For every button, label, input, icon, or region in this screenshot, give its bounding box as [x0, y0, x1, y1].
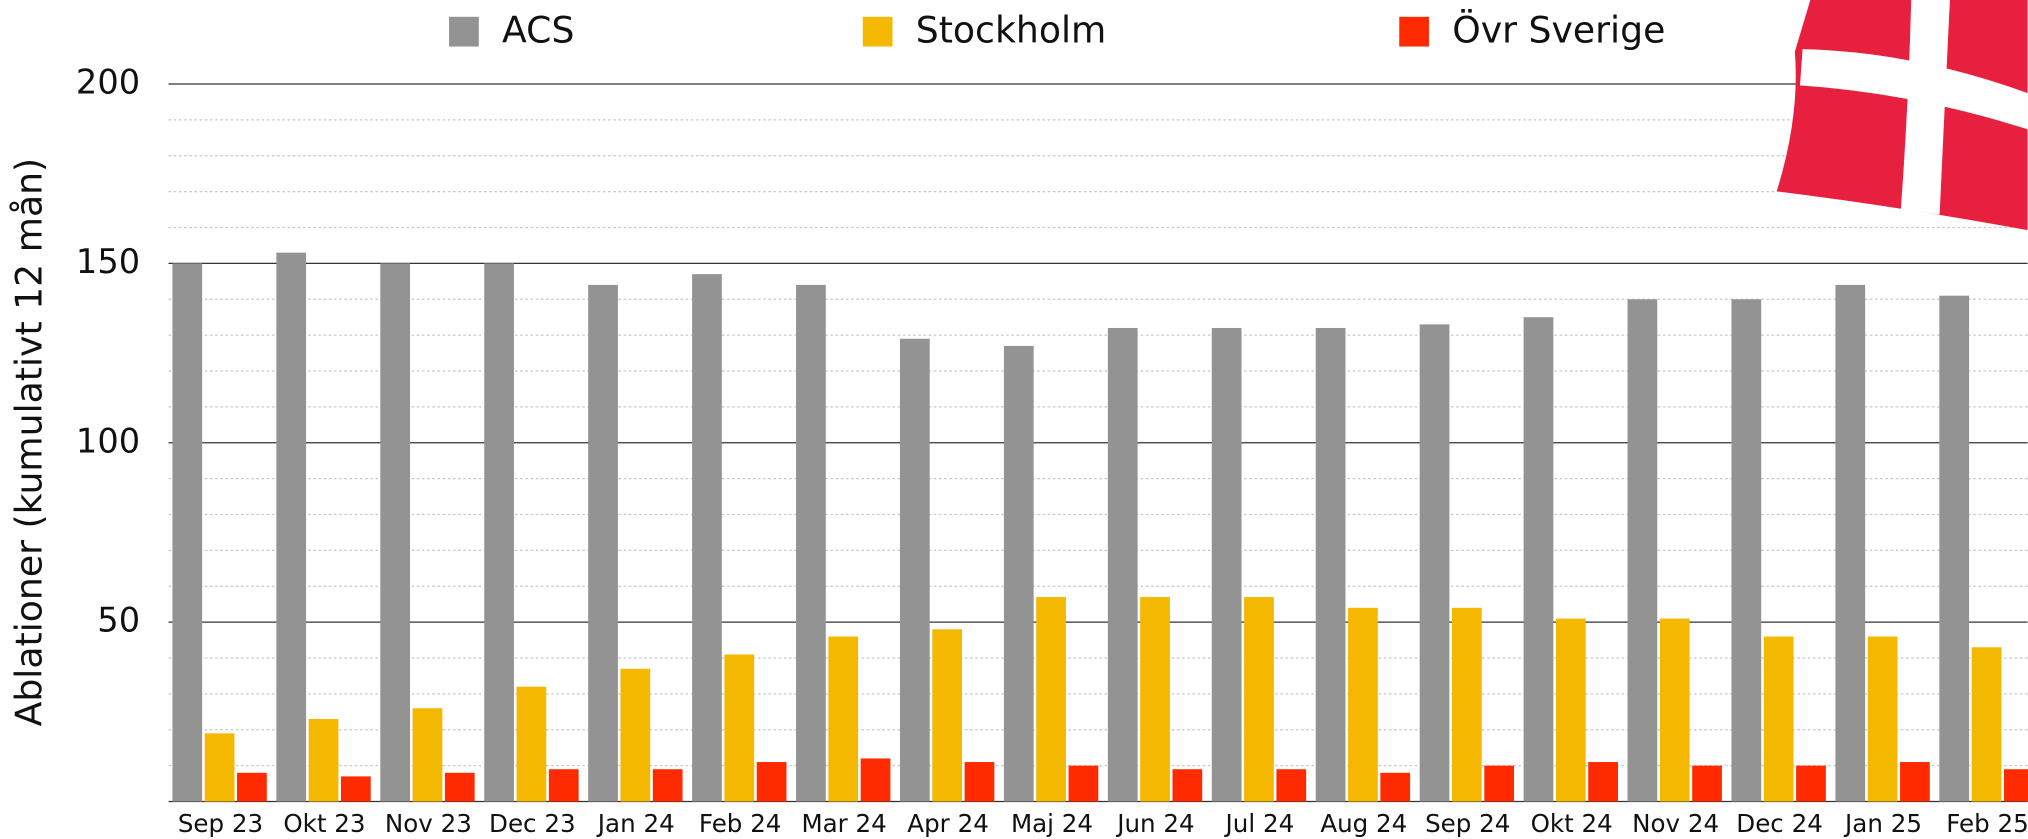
- x-tick-label: Jan 24: [596, 809, 675, 838]
- bar: [1380, 772, 1411, 802]
- bar: [964, 762, 995, 802]
- bar: [932, 629, 963, 802]
- bar: [548, 769, 579, 802]
- bar: [380, 263, 411, 802]
- x-tick-label: Okt 24: [1531, 809, 1613, 838]
- bar: [899, 338, 930, 802]
- y-tick-label: 200: [76, 63, 140, 102]
- bar: [1244, 597, 1274, 802]
- bar: [340, 776, 371, 802]
- bar: [828, 636, 859, 802]
- legend-label: ACS: [502, 8, 574, 51]
- x-tick-label: Dec 24: [1736, 809, 1823, 838]
- x-tick-label: Nov 24: [1632, 809, 1719, 838]
- bar: [1731, 299, 1762, 802]
- bar: [1003, 345, 1034, 802]
- bar: [588, 284, 618, 802]
- x-tick-label: Jun 24: [1115, 809, 1194, 838]
- bar: [1659, 618, 1690, 802]
- bar: [1971, 647, 2002, 802]
- bar: [1068, 765, 1099, 802]
- x-tick-label: Okt 23: [283, 809, 365, 838]
- flag: [1776, 0, 2028, 231]
- bar: [1796, 765, 1826, 802]
- bar: [484, 263, 514, 802]
- bar: [692, 274, 722, 802]
- x-tick-label: Aug 24: [1320, 809, 1407, 838]
- bar: [1555, 618, 1586, 802]
- bar: [796, 284, 826, 802]
- bar: [1763, 636, 1794, 802]
- bar: [1900, 762, 1930, 802]
- x-tick-label: Sep 24: [1425, 809, 1510, 838]
- y-axis-label: Ablationer (kumulativt 12 mån): [8, 158, 51, 727]
- bar: [516, 686, 547, 802]
- y-tick-label: 50: [97, 601, 140, 640]
- bar: [1211, 327, 1242, 802]
- bar: [1867, 636, 1898, 802]
- legend-swatch: [1399, 16, 1429, 47]
- bar: [1276, 769, 1307, 802]
- y-tick-label: 150: [76, 242, 140, 281]
- x-tick-label: Nov 23: [385, 809, 472, 838]
- bar: [724, 654, 755, 802]
- bar: [1692, 765, 1722, 802]
- x-tick-label: Apr 24: [907, 809, 989, 838]
- x-tick-label: Feb 24: [699, 809, 781, 838]
- bar: [1939, 295, 1970, 802]
- bar: [1627, 299, 1658, 802]
- bar: [1523, 317, 1554, 802]
- bar: [1451, 607, 1482, 802]
- legend-label: Övr Sverige: [1452, 8, 1665, 51]
- x-tick-label: Feb 25: [1946, 809, 2028, 838]
- bar: [237, 772, 267, 802]
- x-tick-label: Jul 24: [1224, 809, 1295, 838]
- bar: [1835, 284, 1866, 802]
- bar: [172, 263, 203, 802]
- x-tick-label: Dec 23: [489, 809, 576, 838]
- bar: [2003, 769, 2028, 802]
- x-tick-label: Sep 23: [178, 809, 263, 838]
- bar: [1588, 762, 1618, 802]
- bar: [1107, 327, 1138, 802]
- bar: [860, 758, 891, 802]
- x-tick-label: Maj 24: [1011, 809, 1093, 838]
- bar: [1140, 597, 1170, 802]
- bar: [444, 772, 475, 802]
- bar: [1172, 769, 1203, 802]
- x-tick-label: Jan 25: [1843, 809, 1922, 838]
- bar: [652, 769, 683, 802]
- bar: [1036, 597, 1066, 802]
- legend-swatch: [449, 16, 479, 47]
- bar: [1348, 607, 1378, 802]
- bar: [412, 708, 443, 802]
- bar: [756, 762, 787, 802]
- bar: [1419, 324, 1450, 802]
- legend-label: Stockholm: [916, 8, 1107, 51]
- bar: [276, 252, 307, 802]
- bar: [204, 733, 235, 802]
- bar: [1315, 327, 1346, 802]
- bar: [308, 718, 339, 802]
- bar: [620, 668, 651, 802]
- bar: [1484, 765, 1515, 802]
- legend-swatch: [862, 16, 893, 47]
- x-tick-label: Mar 24: [801, 809, 886, 838]
- y-tick-label: 100: [76, 421, 140, 460]
